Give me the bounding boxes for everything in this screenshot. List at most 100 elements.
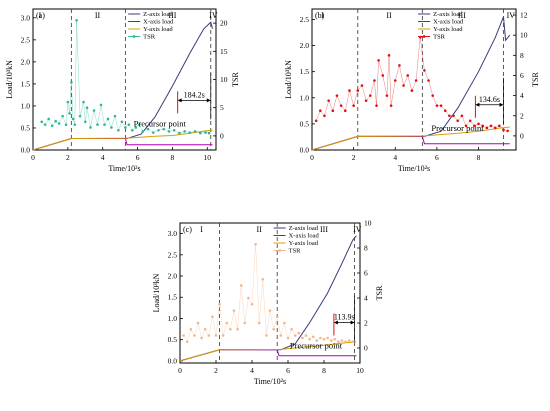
y-right-tick-label: 10 bbox=[520, 31, 528, 40]
tsr-point bbox=[368, 94, 372, 97]
x-axis-title: Time/10²s bbox=[398, 164, 430, 173]
y-tick-label: 3.0 bbox=[168, 229, 178, 238]
tsr-point bbox=[250, 302, 254, 306]
arrow-head-right bbox=[206, 98, 211, 103]
tsr-point bbox=[333, 337, 337, 341]
arrow-head-left bbox=[475, 102, 480, 107]
stage-label: III bbox=[320, 225, 328, 234]
tsr-point bbox=[279, 334, 283, 337]
legend-label: Z-axis load bbox=[143, 11, 173, 18]
stage-label: II bbox=[257, 225, 263, 234]
x-tick-label: 2 bbox=[66, 153, 70, 162]
stage-label: IV bbox=[507, 11, 516, 20]
tsr-point bbox=[167, 130, 171, 133]
tsr-point bbox=[141, 130, 145, 133]
tsr-point bbox=[452, 114, 455, 118]
tsr-point bbox=[364, 99, 368, 102]
y-right-tick-label: 4 bbox=[520, 91, 524, 100]
x-axis-title: Time/10²s bbox=[254, 377, 286, 386]
tsr-point bbox=[311, 335, 315, 339]
x-tick-label: 6 bbox=[286, 366, 290, 375]
y-tick-label: 2.0 bbox=[300, 41, 310, 50]
y-tick-label: 2.0 bbox=[21, 57, 31, 66]
tsr-point bbox=[68, 112, 71, 115]
tsr-point bbox=[502, 128, 505, 132]
plot-frame bbox=[32, 8, 217, 151]
duration-label: 113.9s bbox=[334, 313, 355, 322]
y-tick-label: 1.0 bbox=[168, 314, 178, 323]
tsr-point bbox=[290, 327, 293, 331]
y-tick-label: 0.0 bbox=[168, 356, 178, 365]
plot-frame bbox=[311, 8, 517, 151]
tsr-point bbox=[103, 123, 106, 126]
legend-label: Y-axis load bbox=[289, 240, 319, 247]
tsr-point bbox=[275, 315, 279, 319]
y-right-tick-label: 20 bbox=[220, 19, 228, 28]
tsr-point bbox=[398, 64, 401, 67]
tsr-point bbox=[85, 106, 89, 109]
tsr-point bbox=[162, 127, 166, 131]
y-tick-label: 0.0 bbox=[300, 146, 310, 155]
tsr-point bbox=[414, 79, 418, 82]
tsr-point bbox=[43, 123, 47, 126]
stage-label: I bbox=[200, 225, 203, 234]
tsr-point bbox=[73, 123, 77, 126]
tsr-point bbox=[75, 18, 78, 22]
tsr-point bbox=[319, 109, 322, 113]
tsr-point bbox=[301, 336, 304, 340]
y-right-tick-label: 6 bbox=[364, 269, 368, 278]
tsr-point bbox=[214, 334, 218, 337]
tsr-point bbox=[247, 296, 250, 300]
plot-frame bbox=[179, 222, 361, 364]
tsr-point bbox=[82, 100, 85, 104]
series-line-y-axis-load bbox=[179, 341, 357, 362]
tsr-point bbox=[54, 119, 57, 123]
tsr-point bbox=[199, 131, 202, 135]
legend-label: Y-axis load bbox=[433, 26, 463, 33]
legend-swatch-marker bbox=[422, 35, 426, 38]
stage-label: III bbox=[168, 11, 176, 20]
x-tick-label: 8 bbox=[171, 153, 175, 162]
tsr-point bbox=[375, 104, 378, 107]
tsr-point bbox=[127, 123, 131, 126]
y-right-tick-label: 8 bbox=[520, 51, 524, 60]
y-right-tick-label: 10 bbox=[364, 219, 372, 228]
tsr-point bbox=[221, 334, 225, 337]
tsr-point bbox=[460, 114, 464, 118]
tsr-point bbox=[99, 103, 103, 107]
y-tick-label: 2.5 bbox=[300, 15, 310, 24]
y-axis-title: Load/10³kN bbox=[152, 273, 161, 312]
tsr-point bbox=[243, 321, 247, 325]
tsr-point bbox=[297, 331, 301, 335]
tsr-point bbox=[322, 337, 326, 341]
arrow-head-right bbox=[499, 102, 504, 107]
tsr-point bbox=[387, 54, 391, 57]
tsr-point bbox=[66, 100, 70, 104]
tsr-point bbox=[193, 130, 197, 133]
tsr-point bbox=[352, 104, 355, 107]
y-axis-title: Load/10³kN bbox=[284, 60, 293, 99]
x-tick-label: 0 bbox=[31, 153, 35, 162]
tsr-point bbox=[204, 131, 207, 134]
tsr-point bbox=[406, 74, 410, 77]
y-tick-label: 0.0 bbox=[21, 146, 31, 155]
y-tick-label: 1.0 bbox=[21, 101, 31, 110]
tsr-point bbox=[40, 120, 44, 124]
stage-label: III bbox=[458, 11, 466, 20]
tsr-point bbox=[50, 124, 54, 128]
y-right-tick-label: 6 bbox=[520, 71, 524, 80]
x-tick-label: 2 bbox=[352, 153, 356, 162]
legend-label: X-axis load bbox=[433, 19, 464, 26]
tsr-point bbox=[331, 109, 335, 113]
tsr-point bbox=[448, 114, 451, 118]
tsr-point bbox=[402, 84, 405, 87]
y-tick-label: 0.5 bbox=[300, 119, 310, 128]
tsr-point bbox=[481, 124, 484, 128]
stage-label: II bbox=[95, 11, 101, 20]
panel-label: (b) bbox=[315, 11, 325, 20]
series-line-x-axis-load bbox=[179, 349, 357, 362]
precursor-label: Precursor point bbox=[431, 123, 484, 133]
y-right-tick-label: 15 bbox=[220, 47, 228, 56]
tsr-point bbox=[78, 114, 82, 118]
tsr-point bbox=[134, 126, 138, 129]
